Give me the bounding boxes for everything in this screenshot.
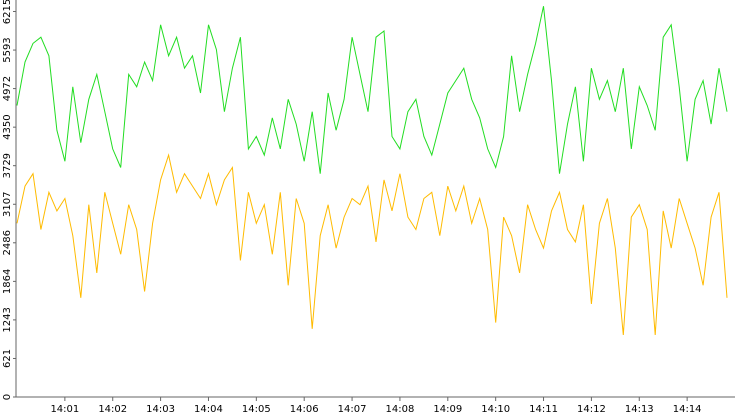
x-tick-label: 14:05 [242, 404, 271, 415]
x-tick-label: 14:10 [481, 404, 510, 415]
y-tick-label: 5593 [2, 37, 13, 62]
x-tick-label: 14:03 [146, 404, 175, 415]
x-tick-label: 14:14 [673, 404, 702, 415]
y-tick-label: 621 [2, 349, 13, 368]
x-tick-label: 14:13 [625, 404, 654, 415]
x-tick-label: 14:02 [98, 404, 127, 415]
x-tick-label: 14:11 [529, 404, 558, 415]
y-tick-label: 2486 [2, 230, 13, 255]
y-tick-label: 3729 [2, 153, 13, 178]
x-tick-label: 14:06 [290, 404, 319, 415]
x-tick-label: 14:01 [50, 404, 79, 415]
y-tick-label: 4972 [2, 76, 13, 101]
x-tick-label: 14:07 [338, 404, 367, 415]
y-tick-label: 1864 [2, 269, 13, 294]
y-tick-label: 1243 [2, 307, 13, 332]
y-tick-label: 6215 [2, 0, 13, 24]
series-line [16, 153, 728, 336]
x-tick-label: 14:08 [386, 404, 415, 415]
x-tick-label: 14:09 [433, 404, 462, 415]
y-tick-label: 4350 [2, 114, 13, 139]
y-tick-label: 3107 [2, 192, 13, 217]
x-tick-label: 14:12 [577, 404, 606, 415]
y-tick-label: 0 [2, 394, 13, 400]
series-line [16, 6, 728, 174]
x-tick-label: 14:04 [194, 404, 223, 415]
